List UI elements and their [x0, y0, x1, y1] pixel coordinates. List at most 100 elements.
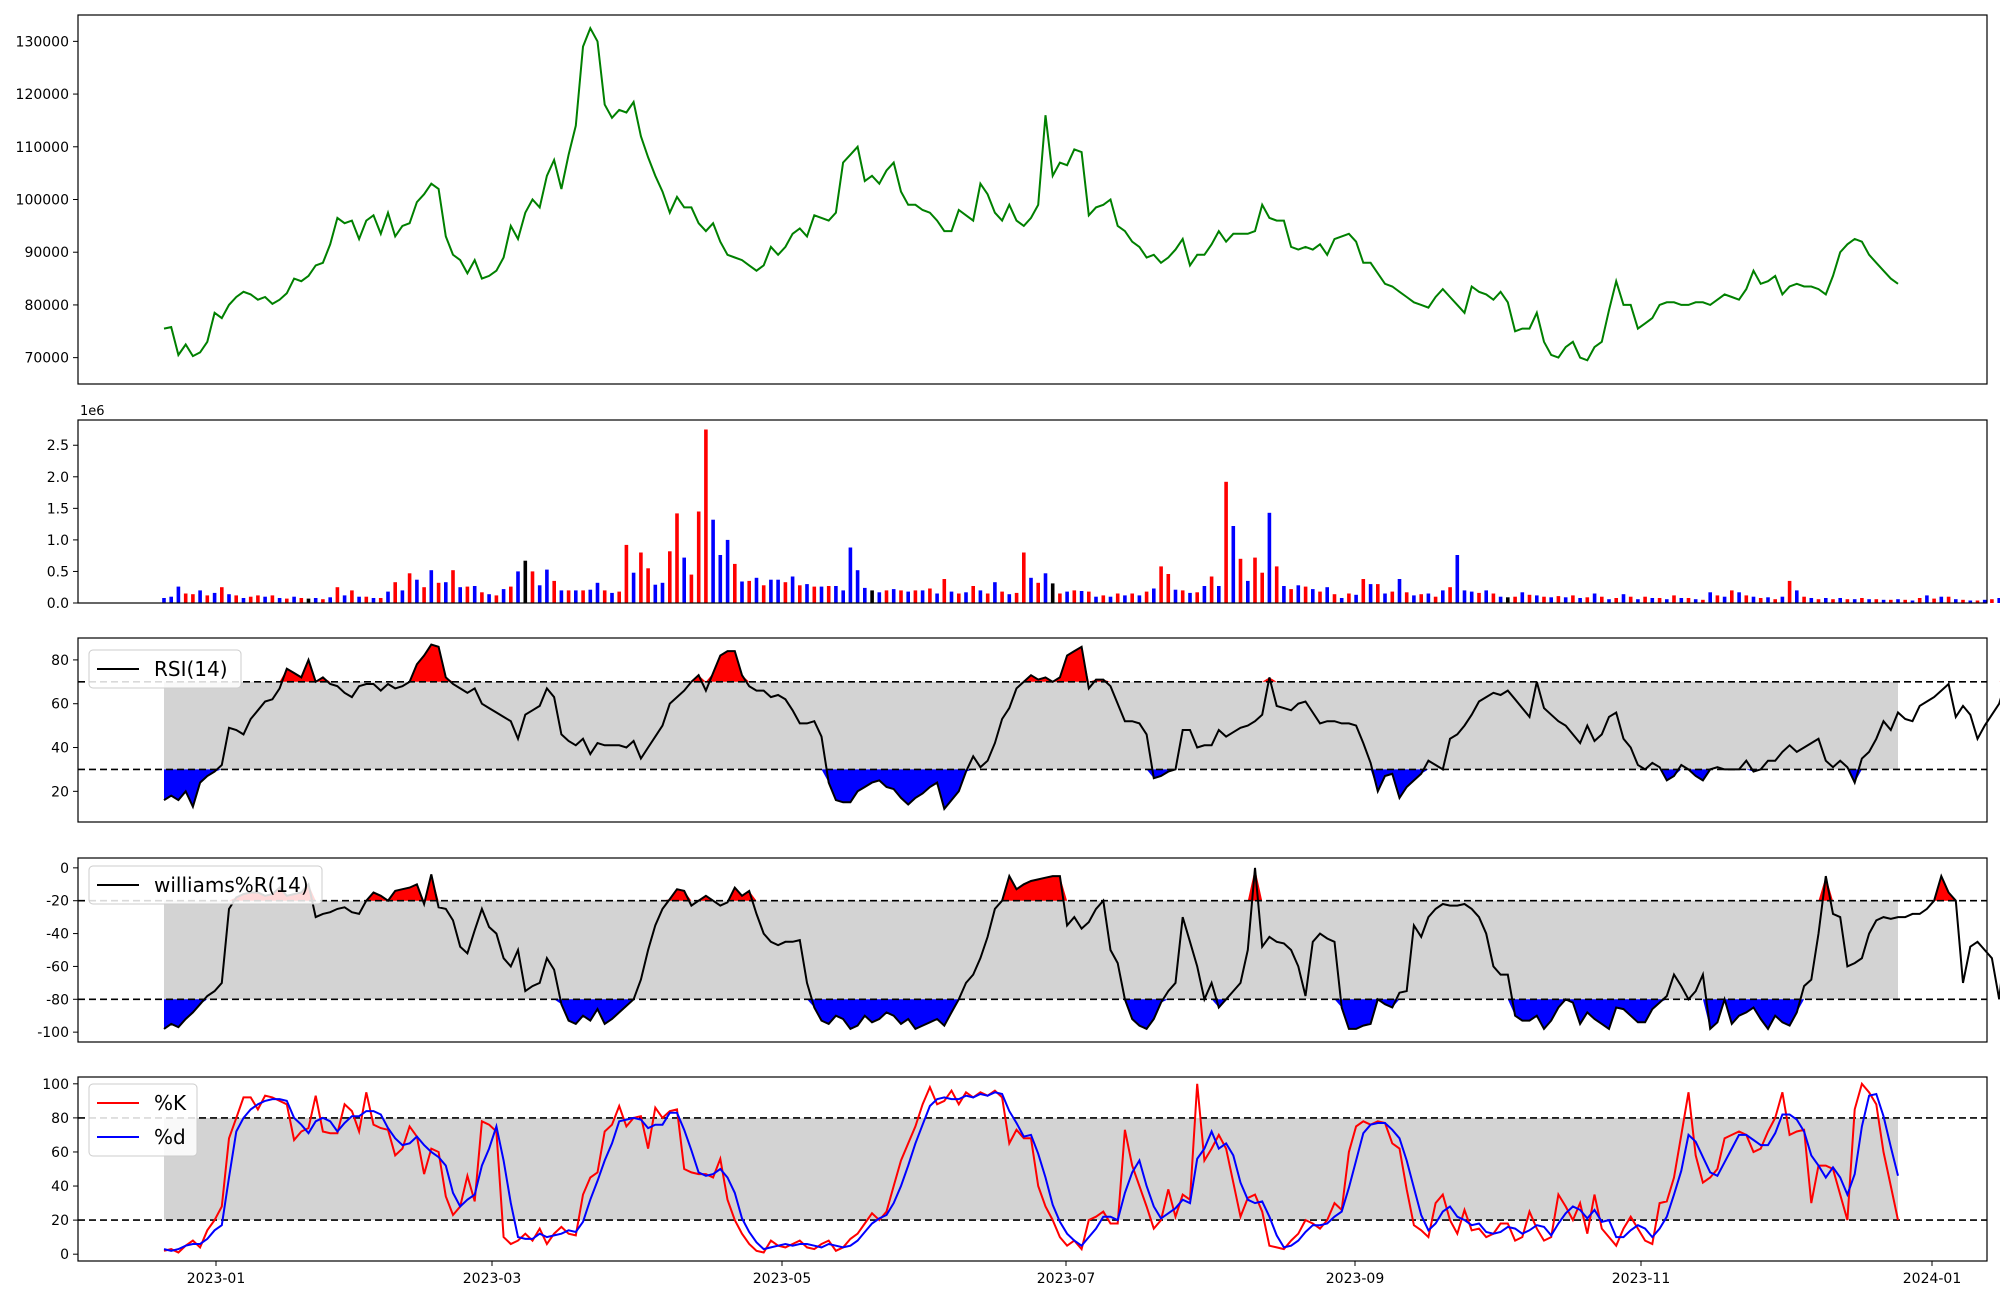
volume-bar: [1072, 590, 1077, 603]
volume-bar: [964, 592, 968, 603]
x-tick-label: 2024-01: [1903, 1271, 1962, 1287]
volume-bar: [306, 598, 311, 603]
volume-bar: [1050, 583, 1055, 603]
volume-bar: [1448, 587, 1452, 603]
volume-bar: [1881, 599, 1886, 603]
volume-bar: [487, 594, 491, 603]
volume-bar: [733, 563, 737, 603]
volume-bar: [169, 596, 173, 603]
volume-bar: [1130, 593, 1134, 603]
volume-bar: [1657, 598, 1662, 603]
volume-bar: [198, 590, 202, 603]
volume-bar: [1029, 577, 1033, 603]
volume-bar: [1361, 579, 1366, 603]
volume-bar: [783, 582, 788, 603]
volume-bar: [400, 590, 405, 603]
volume-bar: [1347, 593, 1351, 603]
rsi-ytick-label: 40: [51, 741, 69, 757]
volume-bar: [1043, 573, 1048, 603]
volume-bar: [798, 585, 802, 603]
volume-bar: [1946, 596, 1951, 603]
volume-bar: [1202, 586, 1207, 603]
volume-bar: [1036, 582, 1040, 603]
volume-bar: [1426, 593, 1431, 603]
volume-bar: [1578, 598, 1582, 603]
volume-bar: [451, 570, 455, 603]
rsi-legend-box: [88, 649, 242, 689]
price-y-axis: 70000 80000 90000 100000 110000 120000 130000: [16, 34, 78, 367]
volume-bar: [913, 590, 918, 603]
volume-bar: [1101, 595, 1106, 603]
volume-bar: [1751, 596, 1756, 603]
volume-bar: [949, 591, 954, 603]
volume-bar: [1968, 600, 1973, 603]
volume-bar: [263, 596, 267, 603]
volume-bar: [220, 587, 224, 603]
volume-bar: [415, 579, 419, 603]
volume-ytick-label: 2.0: [47, 470, 69, 486]
volume-bar: [1173, 589, 1178, 603]
williams-legend-box: [88, 865, 323, 905]
price-panel: 70000 80000 90000 100000 110000 120000 130000: [16, 14, 1988, 385]
volume-bar: [509, 586, 513, 603]
williams-ytick-label: -100: [37, 1025, 69, 1041]
volume-bar: [1730, 590, 1734, 603]
volume-bar: [1824, 598, 1828, 603]
volume-bar: [1007, 594, 1012, 603]
volume-bar: [1311, 589, 1315, 603]
volume-bar: [1636, 599, 1640, 603]
williams-williams-r-14--line: [163, 867, 2000, 1031]
volume-bar: [978, 590, 983, 603]
volume-bar: [313, 598, 318, 603]
volume-bar: [1303, 586, 1308, 603]
volume-bar: [1404, 592, 1409, 603]
volume-bar: [624, 544, 629, 603]
volume-bar: [841, 590, 845, 603]
volume-bar: [754, 577, 759, 603]
volume-bar: [1665, 599, 1669, 603]
volume-bar: [631, 572, 636, 603]
volume-bar: [1758, 598, 1763, 603]
volume-bar: [1022, 552, 1026, 603]
volume-bar: [993, 582, 997, 603]
volume-bar: [653, 584, 658, 603]
price-line: [163, 25, 1899, 362]
volume-bar: [1267, 512, 1272, 603]
volume-bar: [256, 595, 260, 603]
volume-bar: [241, 598, 246, 603]
volume-bar: [1231, 526, 1236, 603]
volume-bar: [639, 552, 643, 603]
volume-bar: [1390, 591, 1395, 603]
volume-bar: [285, 598, 289, 603]
rsi-ytick-label: 60: [51, 697, 69, 713]
volume-bar: [191, 594, 195, 603]
volume-bar: [1614, 598, 1618, 603]
volume-bar: [1975, 600, 1980, 603]
volume-bar: [805, 584, 809, 603]
volume-bar: [1961, 599, 1965, 603]
volume-bar: [516, 571, 520, 603]
price-ytick-label: 70000: [24, 351, 69, 367]
volume-bar: [1462, 590, 1467, 603]
volume-bar: [834, 586, 838, 603]
volume-bar: [465, 586, 470, 603]
volume-bar: [1209, 576, 1214, 603]
volume-bar: [537, 585, 542, 603]
volume-panel-frame: [77, 419, 1988, 604]
williams-legend-label: williams%R(14): [154, 873, 309, 897]
volume-bar: [1585, 597, 1590, 603]
volume-bar: [1274, 566, 1279, 603]
price-ytick-label: 100000: [16, 193, 69, 209]
volume-bar: [1795, 590, 1799, 603]
volume-bar: [1376, 584, 1380, 603]
williams-legend: williams%R(14): [88, 865, 323, 905]
rsi-rsi-14--line: [163, 643, 2000, 812]
volume-bar: [1159, 566, 1163, 603]
volume-bar: [1542, 596, 1546, 603]
volume-bar: [212, 592, 217, 603]
volume-bar: [1773, 599, 1777, 603]
volume-bar: [1014, 592, 1019, 603]
volume-bar: [1058, 593, 1062, 603]
